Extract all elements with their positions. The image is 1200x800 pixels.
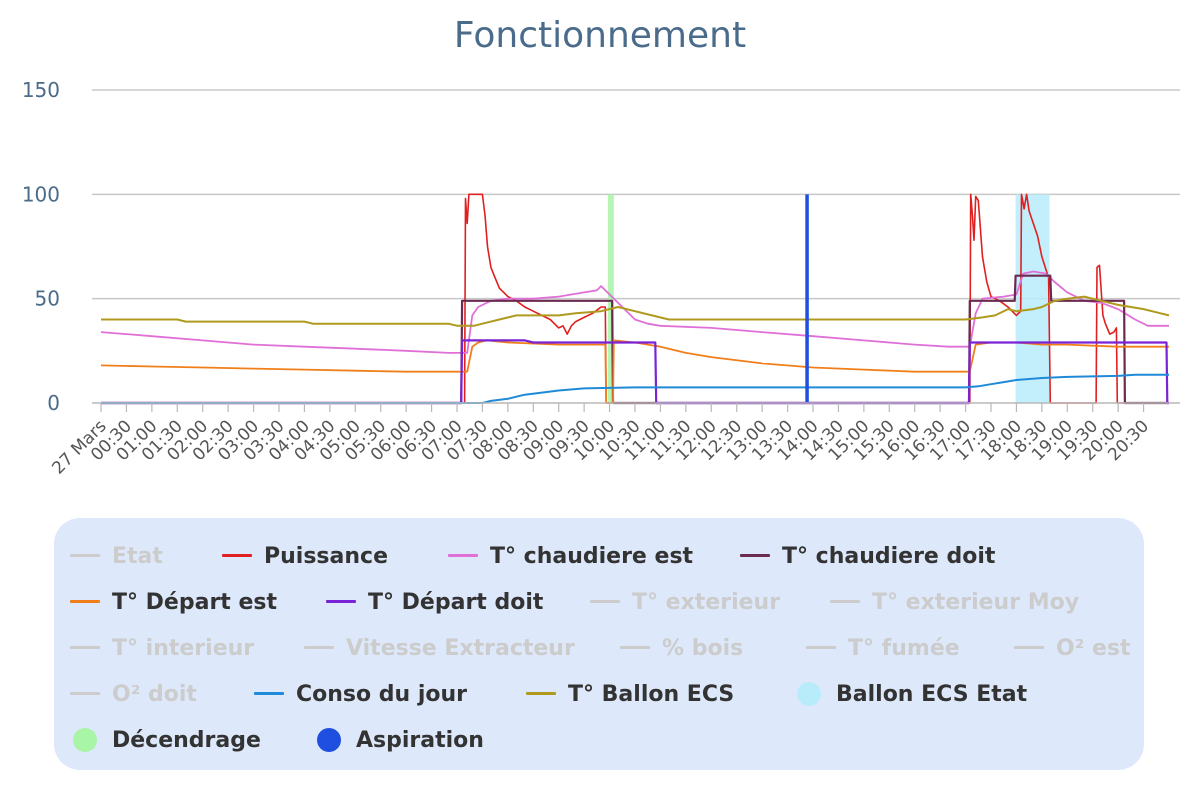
series-lines [100, 193, 1170, 405]
y-tick-label: 0 [47, 391, 60, 415]
legend-line-icon [326, 587, 356, 617]
legend-item[interactable]: % bois [620, 633, 743, 663]
legend-label: Conso du jour [296, 681, 468, 707]
legend-item[interactable]: T° exterieur Moy [830, 587, 1079, 617]
legend-item[interactable]: T° Départ est [70, 587, 277, 617]
legend-label: T° Départ doit [368, 589, 544, 615]
x-axis [92, 402, 1180, 412]
y-tick-label: 50 [35, 287, 60, 311]
x-tick-labels: 27 Mars00:3001:0001:3002:0002:3003:0003:… [48, 416, 1153, 478]
y-axis: 0 50 100 150 [22, 78, 60, 415]
legend-label: T° fumée [848, 635, 960, 661]
legend-line-icon [70, 541, 100, 571]
legend-item[interactable]: O² est [1014, 633, 1131, 663]
legend-label: T° exterieur Moy [872, 589, 1080, 615]
legend-line-icon [590, 587, 620, 617]
series-line-5 [101, 373, 1169, 404]
series-line-3 [100, 339, 1169, 404]
legend-item[interactable]: O² doit [70, 679, 197, 709]
series-line-2 [101, 274, 1169, 405]
legend-item[interactable]: Vitesse Extracteur [304, 633, 575, 663]
legend-label: T° interieur [112, 635, 255, 661]
legend-label: Etat [112, 543, 163, 569]
legend-item[interactable]: T° interieur [70, 633, 254, 663]
legend-label: O² doit [112, 681, 197, 707]
series-line-4 [101, 339, 1169, 405]
series-line-6 [101, 295, 1170, 327]
legend-label: Puissance [264, 543, 388, 569]
legend-line-icon [830, 587, 860, 617]
legend-label: T° Départ est [112, 589, 277, 615]
legend-item[interactable]: T° fumée [806, 633, 960, 663]
legend-label: % bois [662, 635, 744, 661]
legend: Etat Puissance T° chaudiere est T° chaudier… [54, 518, 1144, 770]
legend-item[interactable]: Décendrage [70, 725, 261, 755]
legend-line-icon [254, 679, 284, 709]
legend-label: T° Ballon ECS [568, 681, 735, 707]
legend-line-icon [304, 633, 334, 663]
legend-label: T° chaudiere doit [782, 543, 996, 569]
legend-line-icon [526, 679, 556, 709]
y-tick-label: 100 [22, 182, 60, 206]
y-tick-label: 150 [22, 78, 60, 102]
legend-label: Aspiration [356, 727, 484, 753]
legend-line-icon [70, 679, 100, 709]
legend-dot-icon [70, 725, 100, 755]
legend-line-icon [448, 541, 478, 571]
legend-dot-icon [314, 725, 344, 755]
chart-title: Fonctionnement [454, 15, 746, 56]
legend-item[interactable]: Aspiration [314, 725, 484, 755]
legend-line-icon [620, 633, 650, 663]
legend-item[interactable]: T° exterieur [590, 587, 780, 617]
legend-item[interactable]: Etat [70, 541, 163, 571]
grid [92, 89, 1180, 300]
legend-line-icon [222, 541, 252, 571]
legend-label: O² est [1056, 635, 1131, 661]
chart: Fonctionnement 0 50 100 150 27 Mars00:3001:… [22, 15, 1180, 479]
legend-item[interactable]: T° chaudiere doit [740, 541, 995, 571]
band-0 [607, 194, 614, 403]
legend-label: T° exterieur [632, 589, 781, 615]
legend-label: Ballon ECS Etat [836, 681, 1028, 707]
legend-line-icon [1014, 633, 1044, 663]
legend-line-icon [70, 587, 100, 617]
legend-label: T° chaudiere est [490, 543, 694, 569]
legend-line-icon [806, 633, 836, 663]
legend-line-icon [740, 541, 770, 571]
legend-label: Décendrage [112, 727, 261, 753]
legend-item[interactable]: T° Ballon ECS [526, 679, 734, 709]
legend-item[interactable]: Conso du jour [254, 679, 467, 709]
legend-line-icon [70, 633, 100, 663]
legend-item[interactable]: Ballon ECS Etat [794, 679, 1027, 709]
legend-item[interactable]: T° Départ doit [326, 587, 543, 617]
legend-item[interactable]: T° chaudiere est [448, 541, 693, 571]
legend-dot-icon [794, 679, 824, 709]
legend-item[interactable]: Puissance [222, 541, 388, 571]
legend-label: Vitesse Extracteur [346, 635, 575, 661]
